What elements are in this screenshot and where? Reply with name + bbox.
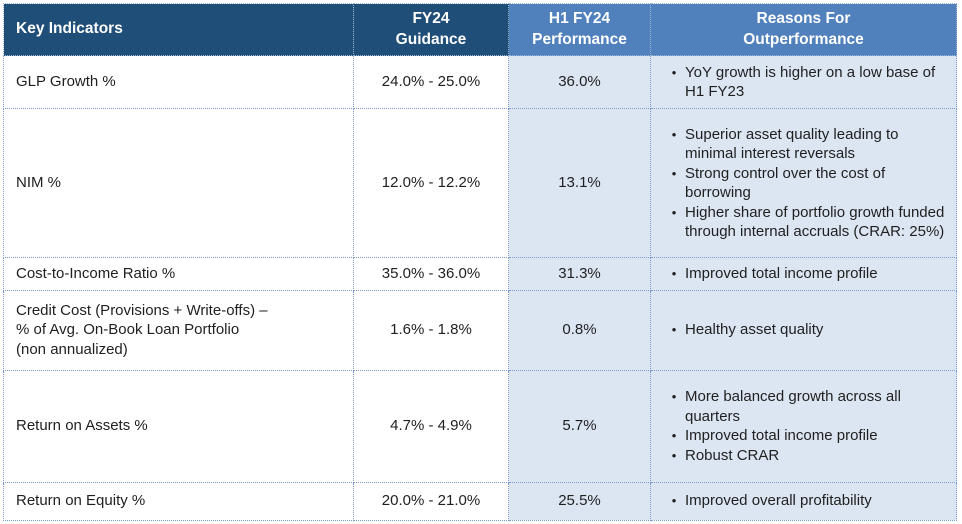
reasons-cell: • Improved total income profile	[650, 257, 957, 291]
indicator-cell: GLP Growth %	[3, 55, 354, 109]
indicator-cell: Credit Cost (Provisions + Write-offs) – …	[3, 289, 354, 371]
guidance-cell: 12.0% - 12.2%	[353, 108, 509, 258]
table-row: Return on Assets % 4.7% - 4.9% 5.7% • Mo…	[3, 369, 957, 483]
bullet-icon: •	[671, 266, 677, 281]
reasons-cell: • YoY growth is higher on a low base of …	[650, 55, 957, 109]
indicator-cell: Cost-to-Income Ratio %	[3, 257, 354, 291]
performance-cell: 13.1%	[508, 108, 651, 258]
reason-text: Robust CRAR	[685, 446, 780, 464]
table-row: Return on Equity % 20.0% - 21.0% 25.5% •…	[3, 481, 957, 521]
list-item: • Superior asset quality leading to mini…	[663, 125, 950, 164]
guidance-cell: 1.6% - 1.8%	[353, 289, 509, 371]
list-item: • Higher share of portfolio growth funde…	[663, 203, 950, 242]
column-header-key-indicators: Key Indicators	[3, 3, 354, 56]
guidance-cell: 35.0% - 36.0%	[353, 257, 509, 291]
bullet-icon: •	[671, 389, 677, 404]
reason-text: Improved overall profitability	[685, 492, 872, 510]
bullet-icon: •	[671, 204, 677, 220]
reason-text: More balanced growth across all quarters	[685, 388, 901, 425]
list-item: • Improved total income profile	[663, 264, 950, 284]
reason-text: Superior asset quality leading to minima…	[685, 125, 899, 163]
list-item: • Robust CRAR	[663, 446, 950, 466]
reason-text: YoY growth is higher on a low base of H1…	[685, 63, 936, 101]
column-header-fy24-guidance: FY24 Guidance	[353, 3, 509, 56]
guidance-cell: 24.0% - 25.0%	[353, 55, 509, 109]
bullet-icon: •	[671, 64, 677, 80]
reasons-cell: • Improved overall profitability	[650, 481, 957, 521]
reasons-cell: • Healthy asset quality	[650, 289, 957, 371]
bullet-icon: •	[671, 165, 677, 181]
reason-text: Improved total income profile	[685, 427, 878, 444]
performance-cell: 0.8%	[508, 289, 651, 371]
column-header-h1-fy24-performance: H1 FY24 Performance	[508, 3, 651, 56]
key-indicators-table: Key Indicators FY24 Guidance H1 FY24 Per…	[3, 3, 957, 521]
list-item: • More balanced growth across all quarte…	[663, 387, 950, 426]
performance-cell: 5.7%	[508, 369, 651, 483]
table-row: NIM % 12.0% - 12.2% 13.1% • Superior ass…	[3, 108, 957, 258]
list-item: • YoY growth is higher on a low base of …	[663, 63, 950, 102]
table-row: GLP Growth % 24.0% - 25.0% 36.0% • YoY g…	[3, 55, 957, 109]
list-item: • Improved overall profitability	[663, 491, 950, 511]
performance-cell: 31.3%	[508, 257, 651, 291]
bullet-icon: •	[671, 493, 677, 509]
table-row: Cost-to-Income Ratio % 35.0% - 36.0% 31.…	[3, 257, 957, 291]
bullet-icon: •	[671, 428, 677, 443]
column-header-reasons-for-outperformance: Reasons For Outperformance	[650, 3, 957, 56]
indicator-cell: NIM %	[3, 108, 354, 258]
bullet-icon: •	[671, 126, 677, 142]
list-item: • Strong control over the cost of borrow…	[663, 164, 950, 203]
reason-text: Improved total income profile	[685, 265, 878, 282]
guidance-cell: 4.7% - 4.9%	[353, 369, 509, 483]
reason-text: Higher share of portfolio growth funded …	[685, 203, 945, 241]
performance-cell: 36.0%	[508, 55, 651, 109]
bullet-icon: •	[671, 322, 677, 338]
reason-text: Strong control over the cost of borrowin…	[685, 164, 886, 202]
reason-text: Healthy asset quality	[685, 321, 824, 339]
reasons-cell: • More balanced growth across all quarte…	[650, 369, 957, 483]
indicator-cell: Return on Equity %	[3, 481, 354, 521]
list-item: • Healthy asset quality	[663, 320, 950, 340]
table-row: Credit Cost (Provisions + Write-offs) – …	[3, 289, 957, 371]
performance-cell: 25.5%	[508, 481, 651, 521]
header-row: Key Indicators FY24 Guidance H1 FY24 Per…	[3, 3, 957, 56]
list-item: • Improved total income profile	[663, 426, 950, 446]
bullet-icon: •	[671, 447, 677, 463]
guidance-cell: 20.0% - 21.0%	[353, 481, 509, 521]
reasons-cell: • Superior asset quality leading to mini…	[650, 108, 957, 258]
indicator-cell: Return on Assets %	[3, 369, 354, 483]
